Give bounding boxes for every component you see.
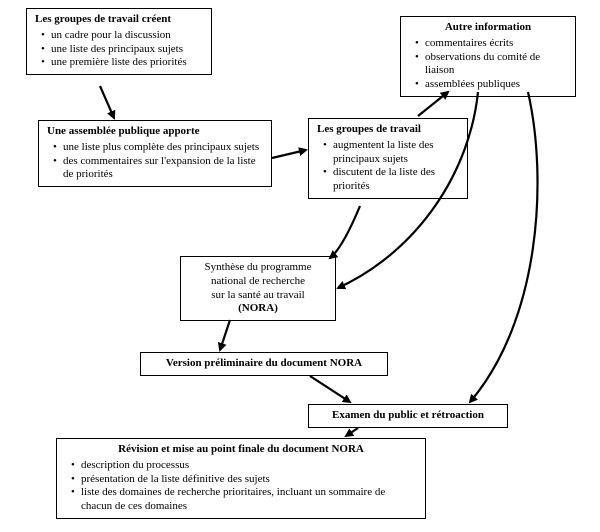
node-bullets: une liste plus complète des principaux s… <box>47 141 263 182</box>
edge-n4-n5 <box>330 206 360 258</box>
edge-n6-n7 <box>310 376 350 402</box>
node-bullets: un cadre pour la discussion une liste de… <box>35 29 203 70</box>
node-autre-information: Autre information commentaires écrits ob… <box>400 16 576 97</box>
edge-n3-n4 <box>272 150 306 158</box>
node-title: Autre information <box>409 21 567 35</box>
node-bullets: commentaires écrits observations du comi… <box>409 37 567 92</box>
edge-n2-n7 <box>470 92 538 402</box>
node-bullets: description du processus présentation de… <box>65 459 417 514</box>
node-assemblee-publique: Une assemblée publique apporte une liste… <box>38 120 272 187</box>
edge-n7-n8 <box>346 428 358 436</box>
edge-n5-n6 <box>220 320 230 350</box>
node-title: Une assemblée publique apporte <box>47 125 263 139</box>
node-title: Examen du public et rétroaction <box>332 409 484 421</box>
node-title: Version préliminaire du document NORA <box>166 357 362 369</box>
node-synthese-nora: Synthèse du programme national de recher… <box>180 256 336 321</box>
node-examen-public: Examen du public et rétroaction <box>308 404 508 428</box>
node-title: Les groupes de travail <box>317 123 459 137</box>
node-line: national de recherche <box>189 275 327 289</box>
node-groupes-travail: Les groupes de travail augmentent la lis… <box>308 118 468 199</box>
edge-n1-n3 <box>100 86 114 118</box>
node-line: sur la santé au travail <box>189 289 327 303</box>
node-title: Les groupes de travail créent <box>35 13 203 27</box>
node-revision-finale: Révision et mise au point finale du docu… <box>56 438 426 519</box>
node-groupes-creent: Les groupes de travail créent un cadre p… <box>26 8 212 75</box>
node-title: Révision et mise au point finale du docu… <box>65 443 417 457</box>
node-bullets: augmentent la liste des principaux sujet… <box>317 139 459 194</box>
node-line-bold: (NORA) <box>189 302 327 316</box>
node-line: Synthèse du programme <box>189 261 327 275</box>
node-version-preliminaire: Version préliminaire du document NORA <box>140 352 388 376</box>
